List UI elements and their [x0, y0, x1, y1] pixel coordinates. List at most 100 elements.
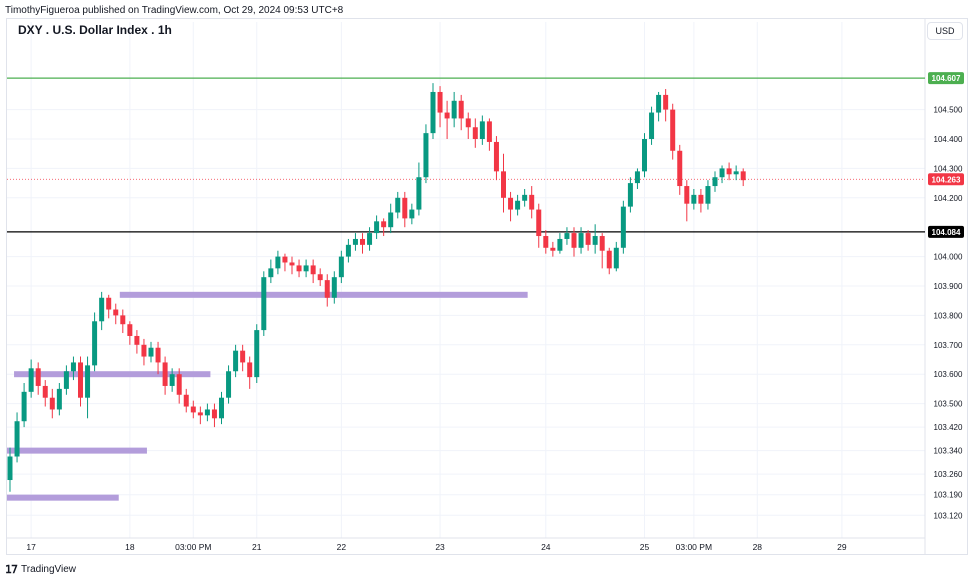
candle-body: [367, 233, 373, 245]
candle-body: [444, 112, 450, 119]
candle-body: [564, 233, 570, 239]
candle-body: [155, 347, 161, 363]
candle: [127, 321, 133, 345]
candle: [529, 186, 535, 219]
footer-brand: TradingView: [21, 564, 77, 575]
candle: [599, 233, 605, 269]
candle: [233, 344, 239, 378]
candle-body: [550, 247, 556, 251]
x-tick-label: 29: [837, 542, 847, 552]
candle-body: [360, 238, 365, 245]
candle-body: [522, 194, 528, 201]
x-tick-label: 03:00 PM: [175, 542, 211, 552]
candle-body: [508, 197, 514, 210]
x-tick-label: 28: [753, 542, 763, 552]
candle: [677, 144, 683, 195]
candle: [522, 188, 528, 207]
candle: [458, 94, 464, 131]
x-tick-label: 23: [435, 542, 445, 552]
candle: [698, 188, 704, 213]
candle-body: [599, 236, 605, 251]
y-tick-label: 103.800: [934, 311, 963, 320]
candle-body: [261, 277, 267, 331]
candle-body: [317, 274, 323, 281]
candle: [92, 312, 98, 372]
candle-body: [458, 100, 464, 119]
candle-body: [536, 209, 542, 237]
candle: [324, 274, 330, 307]
candle: [268, 259, 274, 284]
candle-body: [402, 197, 408, 219]
price-label-text: 104.084: [932, 228, 961, 237]
candle: [508, 191, 514, 222]
candle-body: [162, 362, 168, 386]
candle: [345, 238, 351, 263]
candle: [35, 362, 41, 395]
candle-body: [620, 206, 626, 248]
candle: [649, 106, 655, 145]
candle-body: [113, 309, 119, 316]
candle: [282, 253, 288, 272]
candle-body: [529, 194, 535, 210]
x-tick-label: 03:00 PM: [676, 542, 712, 552]
candle-body: [70, 362, 76, 372]
candle: [592, 224, 598, 254]
candle: [381, 218, 387, 237]
price-label-bg: [928, 173, 964, 186]
candle: [317, 268, 323, 286]
candle-body: [240, 350, 246, 363]
candle: [451, 91, 457, 128]
x-axis: 17 18 03:00 PM 21 22 23 24 25 03:00 PM 28 29: [26, 542, 846, 552]
candle: [585, 230, 591, 251]
candle-body: [56, 388, 62, 410]
candle: [543, 230, 549, 254]
candle: [7, 447, 13, 492]
candle: [472, 118, 478, 148]
candle-body: [388, 212, 394, 228]
candle: [70, 356, 76, 381]
candle: [120, 309, 126, 334]
candle: [656, 91, 662, 122]
candle: [670, 103, 676, 160]
candle-body: [282, 256, 288, 263]
candle: [360, 233, 365, 254]
candle-body: [395, 197, 401, 213]
candle: [169, 368, 175, 392]
candle: [42, 380, 48, 407]
candle-body: [85, 365, 91, 398]
candle: [261, 271, 267, 336]
candle: [134, 330, 140, 354]
candle: [493, 136, 499, 181]
candle: [14, 412, 20, 463]
chart-frame[interactable]: [6, 18, 968, 555]
candle: [388, 203, 394, 234]
candle: [557, 233, 563, 254]
x-tick-label: 22: [337, 542, 347, 552]
candle-body: [141, 344, 147, 357]
candle: [162, 356, 168, 395]
candle-body: [381, 221, 387, 228]
candle-body: [585, 233, 591, 245]
candle-body: [78, 362, 83, 398]
candle: [78, 356, 83, 407]
candle-body: [437, 91, 443, 113]
y-tick-label: 104.000: [934, 253, 963, 262]
candle-body: [486, 121, 492, 142]
candle: [303, 259, 309, 278]
price-labels: 104.607 104.263 104.084: [928, 72, 964, 238]
candle-body: [677, 150, 683, 187]
candle: [204, 403, 210, 422]
currency-button[interactable]: USD: [927, 22, 963, 40]
candle: [240, 344, 246, 372]
candle: [395, 191, 401, 219]
candle: [416, 162, 422, 216]
candle-body: [324, 280, 330, 298]
candle: [155, 341, 161, 375]
candle-body: [296, 265, 302, 272]
candle: [712, 171, 718, 192]
candle-body: [501, 171, 506, 198]
candle-body: [592, 236, 598, 245]
candle: [642, 133, 647, 178]
candle: [705, 180, 711, 210]
